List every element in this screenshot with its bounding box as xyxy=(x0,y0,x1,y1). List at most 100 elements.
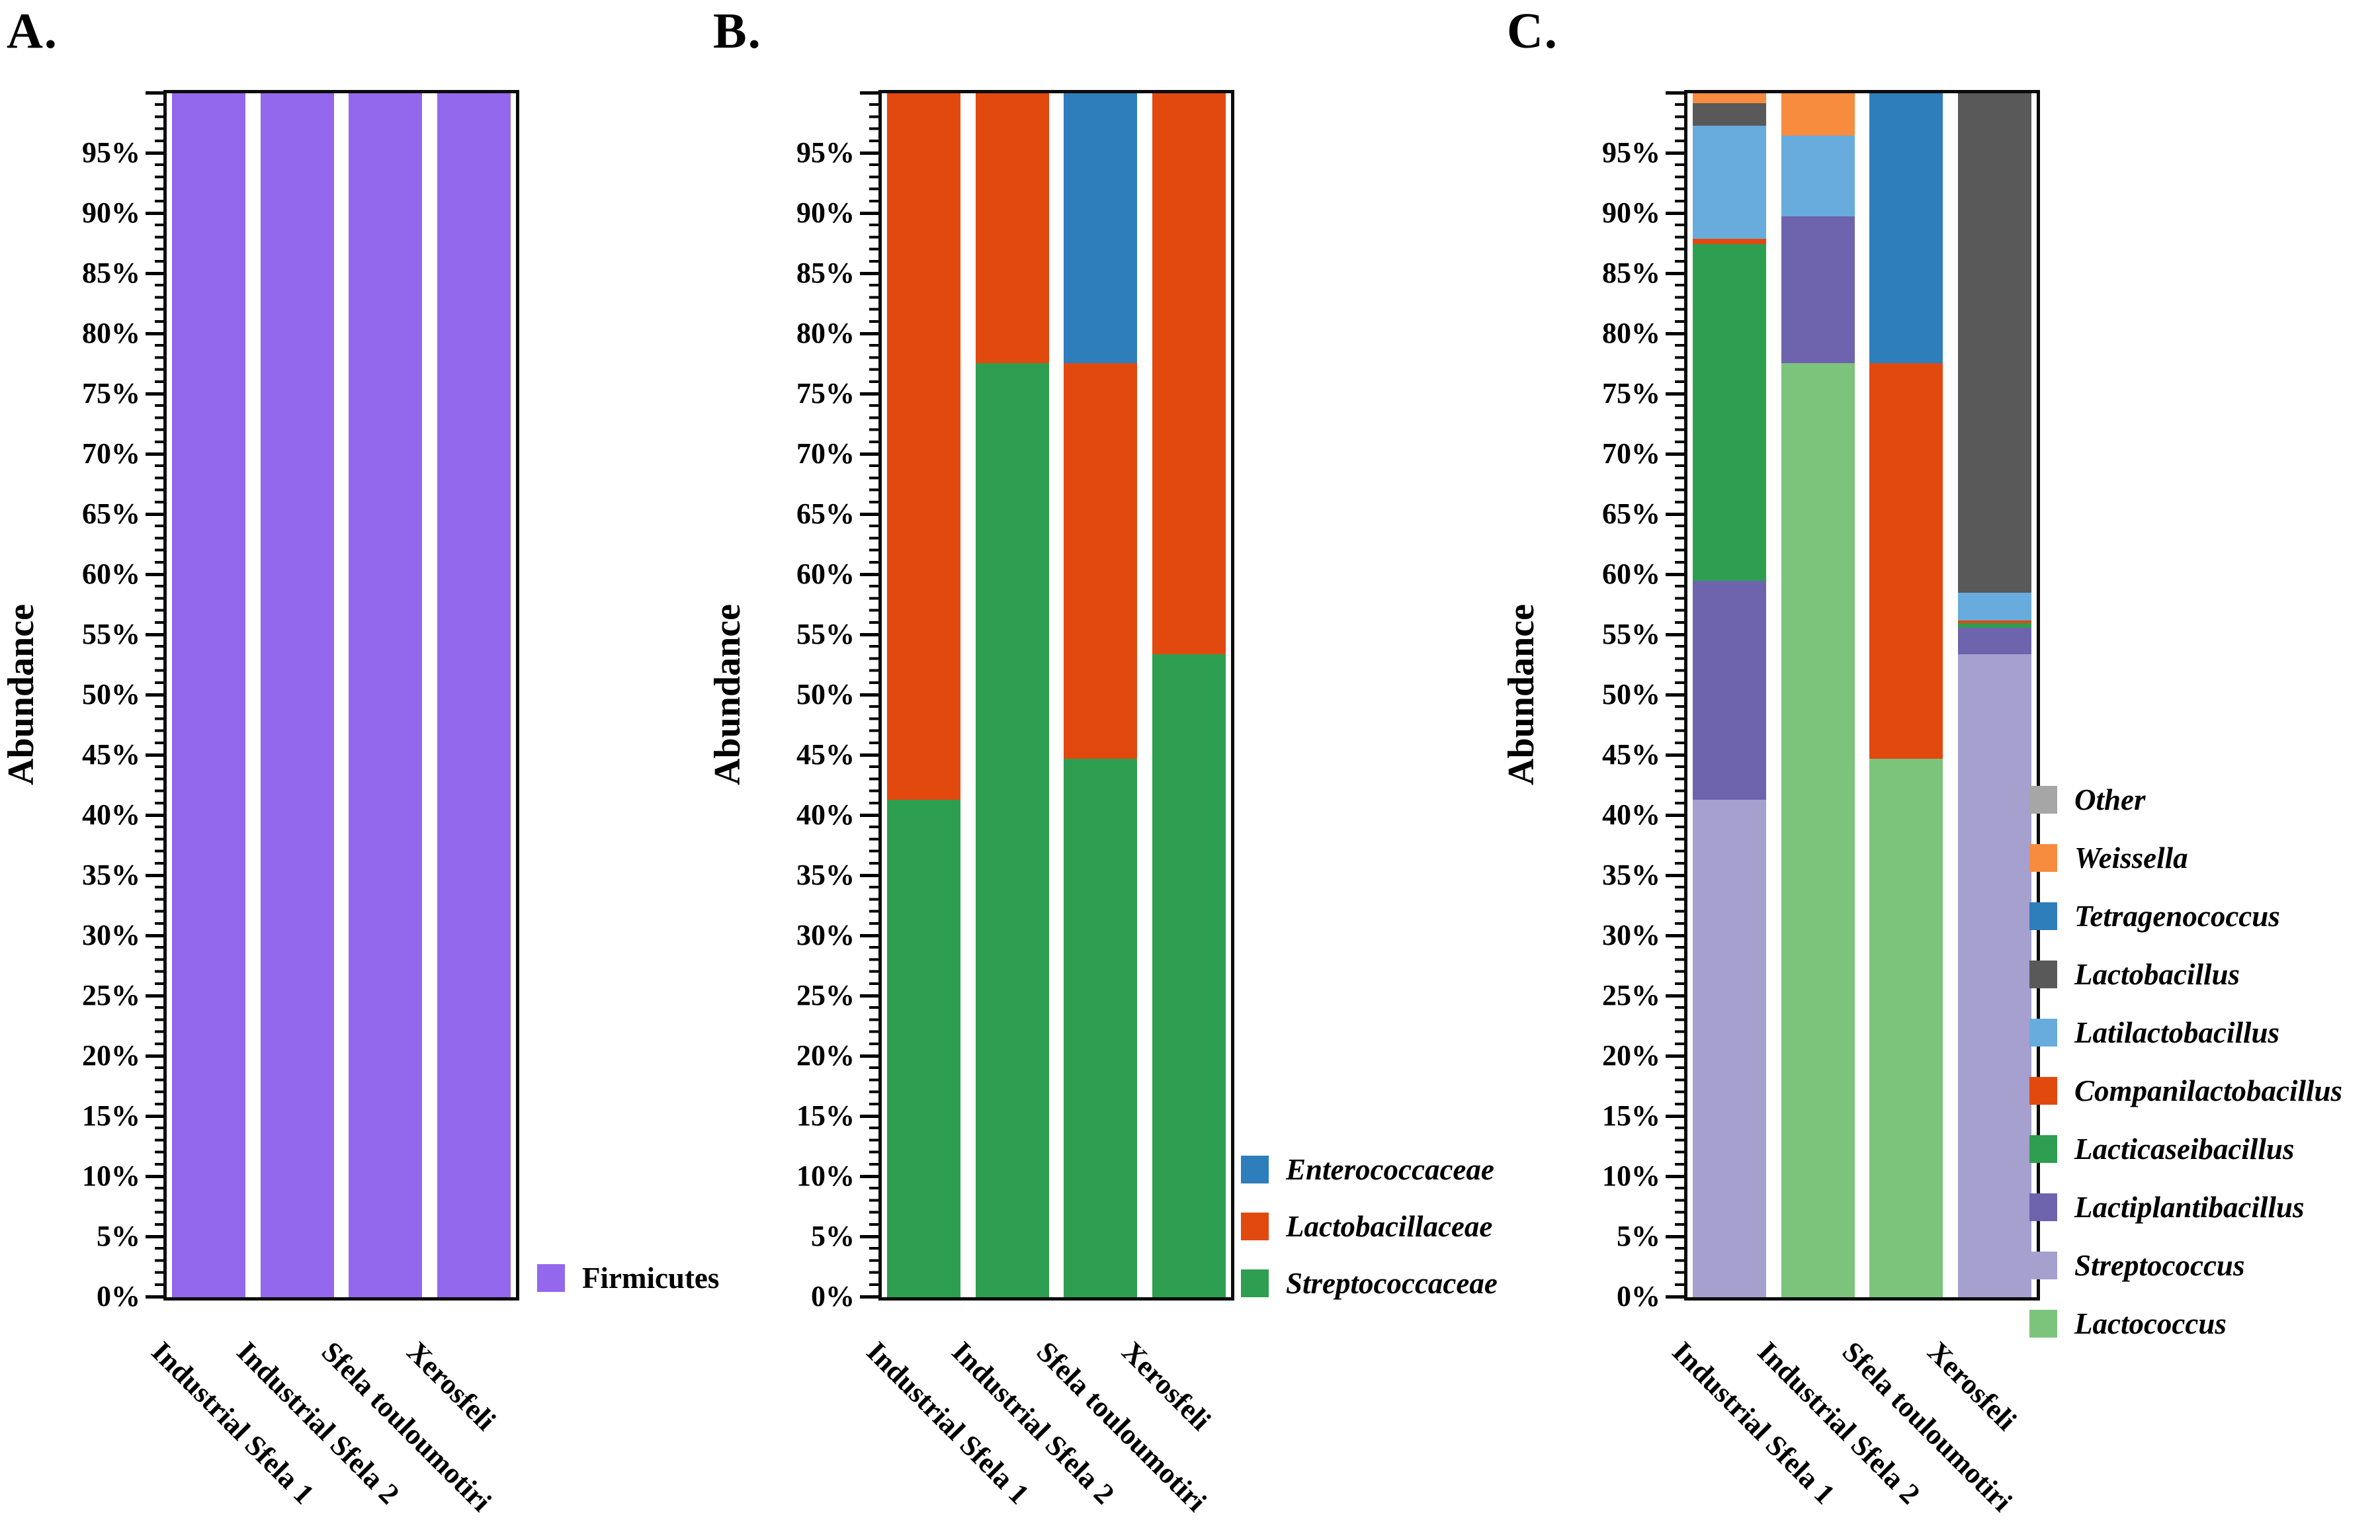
bar xyxy=(1957,93,2031,1297)
y-tick-label: 60% xyxy=(1602,558,1660,590)
legend-item: Other xyxy=(2029,783,2342,817)
legend-label: Other xyxy=(2074,783,2146,816)
legend-item: Streptococcus xyxy=(2029,1248,2342,1283)
y-tick-label: 35% xyxy=(796,859,855,891)
bar-segment-weissella xyxy=(1693,93,1766,103)
y-tick-label: 85% xyxy=(82,257,140,289)
panel-letter: A. xyxy=(7,3,58,59)
panel-letter: C. xyxy=(1507,3,1558,59)
bar-segment-companilactobacillus xyxy=(1957,620,2031,623)
y-tick-label: 15% xyxy=(1602,1099,1660,1132)
y-tick-label: 25% xyxy=(1602,979,1660,1011)
y-tick-label: 0% xyxy=(1617,1280,1660,1312)
y-tick-label: 75% xyxy=(1602,377,1660,409)
legend-item: Lactobacillus xyxy=(2029,957,2342,992)
bar-segment-weissella xyxy=(1781,93,1855,136)
legend-swatch xyxy=(2029,1252,2057,1279)
y-tick-label: 75% xyxy=(796,377,855,409)
bar xyxy=(1693,93,1766,1297)
y-tick-labels: 0% 5% 10% 15% 20% 25% 30% 35% 40% 45% 50% 55% 60% 65%… xyxy=(21,93,140,1312)
legend-item: Enterococcaceae xyxy=(1241,1152,1498,1187)
legend-swatch xyxy=(2029,902,2057,930)
bar-segment-latilactobacillus xyxy=(1781,135,1855,216)
bar-segment-lactococcus xyxy=(1869,759,1943,1297)
legend-swatch xyxy=(2029,1077,2057,1105)
bar xyxy=(260,93,334,1297)
bar-segment-latilactobacillus xyxy=(1957,593,2031,621)
bar xyxy=(1781,93,1855,1297)
bar-segment-enterococcaceae xyxy=(1064,93,1138,363)
y-tick-label: 90% xyxy=(82,196,140,229)
y-tick-labels: 0% 5% 10% 15% 20% 25% 30% 35% 40% 45% 50% 55% 60% 65%… xyxy=(1541,93,1660,1312)
legend-label: Weissella xyxy=(2074,841,2188,875)
y-tick-label: 10% xyxy=(1602,1160,1660,1192)
y-tick-label: 25% xyxy=(82,979,140,1011)
y-tick-label: 85% xyxy=(1602,257,1660,289)
y-tick-label: 95% xyxy=(796,136,855,169)
y-tick-label: 50% xyxy=(82,678,140,710)
y-tick-label: 20% xyxy=(82,1039,140,1072)
legend-swatch xyxy=(1241,1269,1269,1297)
y-tick-label: 40% xyxy=(82,798,140,831)
y-tick-label: 50% xyxy=(796,678,855,710)
legend-label: Enterococcaceae xyxy=(1286,1153,1494,1186)
y-tick-label: 35% xyxy=(1602,859,1660,891)
legend-item: Streptococcaceae xyxy=(1241,1266,1498,1301)
bar xyxy=(975,93,1049,1297)
bar-segment-companilactobacillus xyxy=(1869,363,1943,759)
legend-item: Lacticaseibacillus xyxy=(2029,1132,2342,1166)
legend: Other Weissella Tetragenococcus Lactobacill… xyxy=(2029,783,2342,1365)
y-tick-label: 55% xyxy=(82,618,140,650)
legend-label: Firmicutes xyxy=(582,1262,720,1295)
bar xyxy=(349,93,423,1297)
bar-segment-lactobacillaceae xyxy=(975,93,1049,363)
y-tick-label: 65% xyxy=(1602,497,1660,530)
bar-segment-lactiplantibacillus xyxy=(1957,628,2031,655)
y-tick-label: 40% xyxy=(1602,798,1660,831)
legend-item: Latilactobacillus xyxy=(2029,1015,2342,1050)
legend-label: Lacticaseibacillus xyxy=(2074,1133,2295,1166)
bar xyxy=(1152,93,1226,1297)
bar xyxy=(1064,93,1138,1297)
y-tick-label: 30% xyxy=(82,919,140,951)
bar-segment-firmicutes xyxy=(172,93,245,1297)
legend-item: Lactobacillaceae xyxy=(1241,1209,1498,1244)
legend-item: Weissella xyxy=(2029,841,2342,875)
legend-item: Lactiplantibacillus xyxy=(2029,1190,2342,1224)
legend-swatch xyxy=(2029,844,2057,872)
y-tick-label: 30% xyxy=(1602,919,1660,951)
y-tick-label: 90% xyxy=(796,196,855,229)
bar-segment-firmicutes xyxy=(349,93,423,1297)
y-tick-label: 75% xyxy=(82,377,140,409)
y-tick-label: 15% xyxy=(82,1099,140,1132)
bar-segment-latilactobacillus xyxy=(1693,126,1766,239)
legend-label: Tetragenococcus xyxy=(2074,900,2280,933)
bar-segment-streptococcus xyxy=(1957,654,2031,1297)
bar-segment-lactococcus xyxy=(1781,363,1855,1297)
y-tick-label: 45% xyxy=(82,738,140,771)
y-tick-label: 90% xyxy=(1602,196,1660,229)
y-tick-label: 65% xyxy=(796,497,855,530)
bar-segment-streptococcaceae xyxy=(1152,654,1226,1297)
y-tick-label: 20% xyxy=(796,1039,855,1072)
plot-area xyxy=(1684,90,2040,1301)
bar xyxy=(172,93,245,1297)
y-tick-label: 95% xyxy=(82,136,140,169)
legend-swatch xyxy=(2029,961,2057,988)
bar-segment-lacticaseibacillus xyxy=(1693,243,1766,581)
bar-segment-streptococcaceae xyxy=(1064,759,1138,1297)
x-axis-labels: Industrial Sfela 1 Industrial Sfela 2 Sfel… xyxy=(1666,1318,2028,1540)
y-tick-label: 30% xyxy=(796,919,855,951)
legend: Firmicutes xyxy=(537,1261,719,1295)
bar-segment-tetragenococcus xyxy=(1869,93,1943,363)
bar-segment-lactiplantibacillus xyxy=(1693,581,1766,800)
legend-item: Companilactobacillus xyxy=(2029,1074,2342,1108)
legend-swatch xyxy=(2029,1019,2057,1047)
bar-segment-lactobacillus xyxy=(1693,103,1766,126)
bar-segment-lactiplantibacillus xyxy=(1781,216,1855,363)
y-tick-label: 60% xyxy=(796,558,855,590)
y-tick-label: 5% xyxy=(97,1220,140,1252)
